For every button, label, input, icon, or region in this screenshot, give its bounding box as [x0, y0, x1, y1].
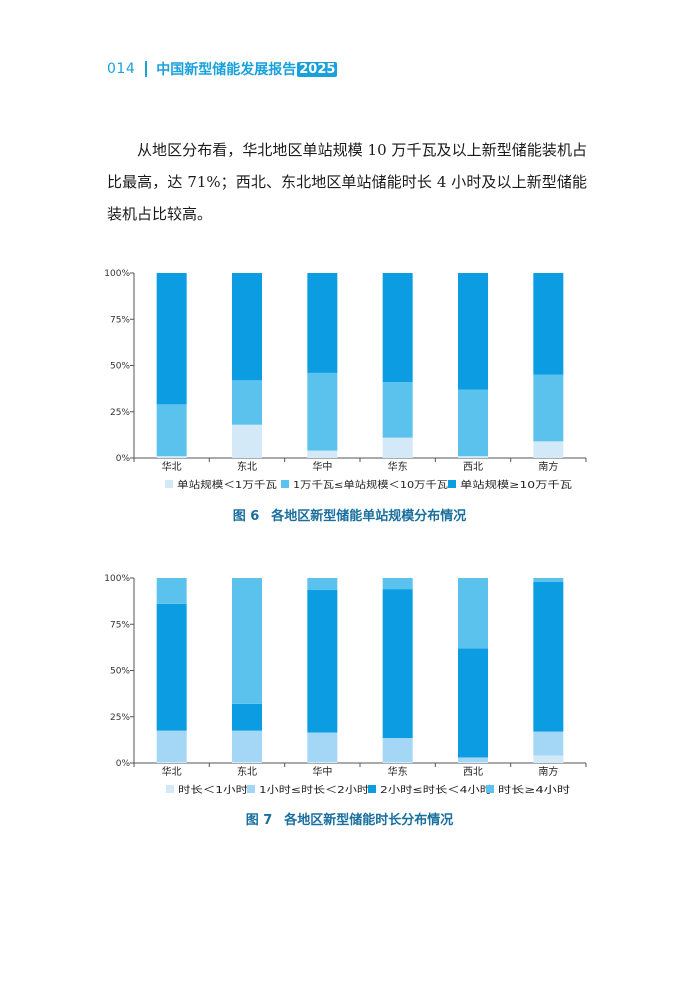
y-tick-label: 50%	[110, 362, 130, 372]
bar-segment	[156, 730, 187, 763]
bar-segment	[382, 273, 413, 383]
y-tick-label: 0%	[116, 454, 131, 464]
header-divider	[145, 61, 148, 77]
bar-segment	[458, 389, 488, 457]
y-tick-label: 25%	[110, 408, 130, 418]
x-tick-label: 西北	[463, 461, 483, 473]
body-paragraph: 从地区分布看，华北地区单站规模 10 万千瓦及以上新型储能装机占比最高，达 71…	[107, 141, 587, 223]
bar-segment	[232, 424, 262, 458]
x-tick-label: 西北	[463, 766, 483, 778]
bar-segment	[382, 738, 413, 763]
page-number: 014	[107, 61, 136, 77]
bar-segment	[156, 404, 187, 457]
bar-segment	[382, 589, 413, 739]
x-tick-label: 东北	[237, 765, 257, 778]
bar-segment	[156, 578, 187, 604]
x-tick-label: 华中	[312, 460, 332, 473]
legend-swatch	[166, 785, 174, 793]
bar-segment	[382, 382, 413, 438]
bar-segment	[533, 441, 564, 458]
y-tick-label: 100%	[104, 269, 130, 279]
bar-segment	[382, 578, 413, 590]
y-tick-label: 75%	[110, 315, 130, 325]
x-tick-label: 东北	[237, 460, 257, 473]
legend-swatch	[281, 480, 289, 488]
figure7-caption: 图 7 各地区新型储能时长分布情况	[0, 809, 699, 828]
bar-segment	[458, 273, 488, 390]
legend-label: 时长≥4小时	[498, 784, 571, 796]
bar-segment	[307, 732, 338, 763]
bar-segment	[533, 581, 564, 732]
bar-segment	[232, 380, 262, 425]
bar-segment	[307, 762, 338, 763]
bar-segment	[382, 762, 413, 763]
legend-swatch	[165, 480, 173, 488]
bar-segment	[382, 437, 413, 458]
figure6-label: 图 6	[232, 509, 260, 524]
legend-label: 1万千瓦≤单站规模＜10万千瓦	[293, 479, 449, 491]
figure7-label: 图 7	[245, 813, 273, 828]
x-tick-label: 华北	[162, 460, 182, 473]
report-title: 中国新型储能发展报告	[156, 62, 297, 78]
bar-segment	[533, 731, 564, 756]
bar-segment	[533, 374, 564, 442]
legend-label: 单站规模＜1万千瓦	[177, 479, 278, 491]
legend-label: 时长＜1小时	[178, 784, 249, 796]
bar-segment	[156, 456, 187, 458]
legend-swatch	[247, 785, 255, 793]
bar-segment	[232, 762, 262, 763]
legend-label: 1小时≤时长＜2小时	[259, 784, 370, 796]
bar-segment	[307, 578, 338, 591]
bar-segment	[458, 762, 488, 763]
page-header: 014 中国新型储能发展报告 2025	[107, 59, 338, 79]
legend-swatch	[448, 480, 456, 488]
x-tick-label: 南方	[538, 765, 558, 778]
x-tick-label: 南方	[538, 460, 558, 473]
bar-segment	[307, 372, 338, 451]
figure6-caption: 图 6 各地区新型储能单站规模分布情况	[0, 505, 699, 524]
figure7-title: 各地区新型储能时长分布情况	[284, 813, 454, 828]
y-tick-label: 75%	[110, 620, 130, 630]
report-year: 2025	[297, 61, 338, 77]
bar-segment	[458, 456, 488, 458]
bar-segment	[232, 730, 262, 763]
bar-segment	[533, 755, 564, 763]
bar-segment	[156, 273, 187, 405]
legend-label: 单站规模≥10万千瓦	[460, 479, 573, 491]
bar-segment	[458, 578, 488, 649]
bar-segment	[156, 762, 187, 763]
bar-segment	[232, 273, 262, 381]
bar-segment	[533, 578, 564, 582]
x-tick-label: 华东	[388, 765, 408, 778]
x-tick-label: 华北	[162, 765, 182, 778]
bar-segment	[533, 273, 564, 375]
bar-segment	[458, 757, 488, 763]
legend-swatch	[486, 785, 494, 793]
y-tick-label: 50%	[110, 667, 130, 677]
bar-segment	[232, 578, 262, 704]
y-tick-label: 0%	[116, 759, 131, 769]
x-tick-label: 华中	[312, 765, 332, 778]
bar-segment	[307, 590, 338, 733]
y-tick-label: 25%	[110, 713, 130, 723]
bar-segment	[458, 648, 488, 758]
legend-label: 2小时≤时长＜4小时	[380, 784, 493, 796]
bar-segment	[307, 273, 338, 373]
x-tick-label: 华东	[388, 460, 408, 473]
bar-segment	[232, 703, 262, 731]
legend-swatch	[368, 785, 376, 793]
bar-segment	[156, 603, 187, 731]
bar-segment	[307, 450, 338, 458]
y-tick-label: 100%	[104, 574, 130, 584]
figure6-title: 各地区新型储能单站规模分布情况	[271, 509, 467, 524]
